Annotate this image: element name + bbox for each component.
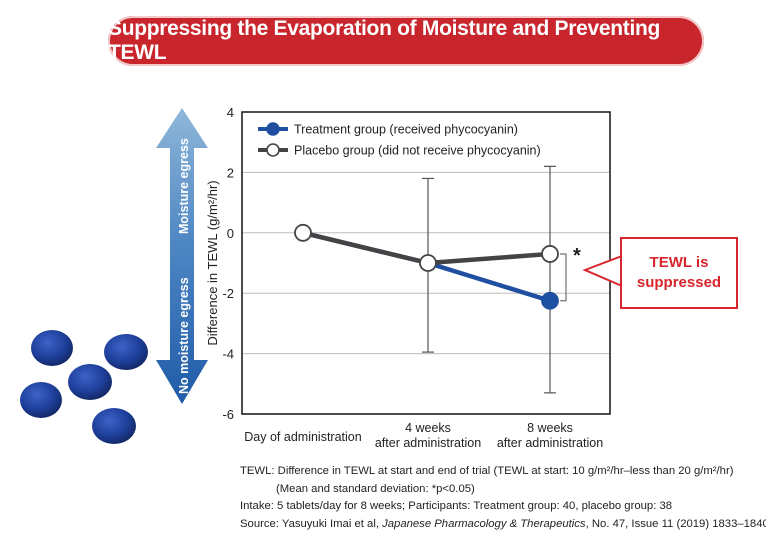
callout-line1: TEWL is [649,254,709,271]
callout-pointer [582,254,623,288]
y-tick-label: -2 [222,286,234,301]
y-tick-label: 0 [227,226,234,241]
note-intake: Intake: 5 tablets/day for 8 weeks; Parti… [240,500,673,512]
tablets-image [20,330,148,444]
y-tick-label: 4 [227,105,234,120]
x-tick-label: 8 weeks [527,421,573,435]
title-banner: Suppressing the Evaporation of Moisture … [108,16,704,66]
plot-area: 4 2 0 -2 -4 -6 Difference in TEWL (g/m²/hr) Day… [205,105,623,450]
note-source: Source: Yasuyuki Imai et al, Japanese Ph… [240,517,766,530]
treatment-point [541,291,559,310]
moisture-arrow-icon [156,108,208,404]
x-tick-label: after administration [375,436,481,450]
legend-swatch-marker [266,143,280,157]
chart-title: Suppressing the Evaporation of Moisture … [108,17,661,64]
x-tick-label: 4 weeks [405,421,451,435]
callout-line2: suppressed [636,274,722,291]
arrow-up-label: Moisture egress [177,138,191,234]
placebo-point [419,254,437,272]
y-axis-label: Difference in TEWL (g/m²/hr) [205,180,220,345]
legend-label: Placebo group (did not receive phycocyan… [294,144,541,158]
tewl-suppressed-callout: TEWL is suppressed [620,237,738,309]
x-tick-label: after administration [497,436,603,450]
footnotes: TEWL: Difference in TEWL at start and en… [240,463,766,533]
legend-swatch-marker [266,122,280,136]
y-tick-label: 2 [227,165,234,180]
y-tick-label: -4 [222,347,234,362]
note-tewl: TEWL: Difference in TEWL at start and en… [240,465,734,477]
legend-label: Treatment group (received phycocyanin) [294,123,518,137]
significance-bracket [560,253,567,302]
y-tick-label: -6 [222,407,234,422]
note-stats: (Mean and standard deviation: *p<0.05) [276,482,475,495]
x-tick-label: Day of administration [244,430,361,444]
placebo-point [541,245,559,263]
placebo-point [294,223,312,242]
significance-marker: * [573,245,581,267]
arrow-down-label: No moisture egress [177,277,191,394]
